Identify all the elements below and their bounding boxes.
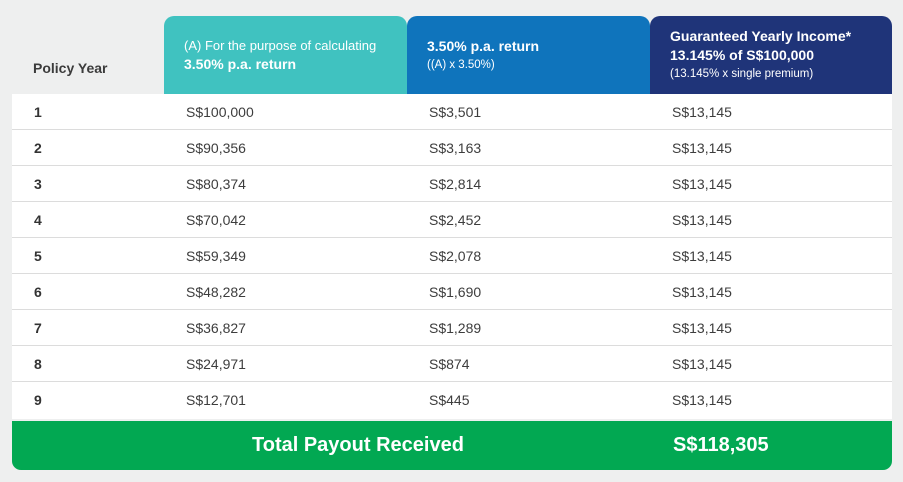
row-value-a: S$36,827 [186,319,246,336]
row-year: 7 [34,319,42,336]
header-col-c: Guaranteed Yearly Income* 13.145% of S$1… [650,16,892,94]
total-payout-bar: Total Payout Received S$118,305 [12,421,892,470]
row-value-b: S$1,690 [429,283,482,300]
row-value-b: S$1,289 [429,319,482,336]
row-value-a: S$100,000 [186,103,254,120]
header-col-a-line1: (A) For the purpose of calculating [184,38,377,53]
row-value-a: S$90,356 [186,139,246,156]
row-value-a: S$12,701 [186,392,246,408]
row-value-c: S$13,145 [672,211,732,228]
table-row: 7 S$36,827 S$1,289 S$13,145 [12,310,892,346]
row-year: 6 [34,283,42,300]
table-row: 2 S$90,356 S$3,163 S$13,145 [12,130,892,166]
row-value-c: S$13,145 [672,175,732,192]
row-value-c: S$13,145 [672,247,732,264]
header-col-a: (A) For the purpose of calculating 3.50%… [164,16,407,94]
row-value-b: S$874 [429,355,470,372]
total-payout-label: Total Payout Received [252,434,464,456]
total-payout-value: S$118,305 [673,434,769,456]
row-value-b: S$2,814 [429,175,482,192]
row-value-b: S$2,452 [429,211,482,228]
table-row: 1 S$100,000 S$3,501 S$13,145 [12,94,892,130]
header-col-b-line2: ((A) x 3.50%) [427,58,495,71]
row-value-b: S$445 [429,392,470,408]
row-year: 2 [34,139,42,156]
header-col-a-line2: 3.50% p.a. return [184,56,297,72]
row-year: 4 [34,211,42,228]
table-row: 5 S$59,349 S$2,078 S$13,145 [12,238,892,274]
row-year: 5 [34,247,42,264]
row-value-c: S$13,145 [672,139,732,156]
row-value-a: S$80,374 [186,175,246,192]
header-policy-year-label: Policy Year [33,60,108,76]
table-row: 4 S$70,042 S$2,452 S$13,145 [12,202,892,238]
row-value-c: S$13,145 [672,319,732,336]
row-value-c: S$13,145 [672,283,732,300]
row-value-a: S$59,349 [186,247,246,264]
table-body: 1 S$100,000 S$3,501 S$13,145 2 S$90,356 … [12,94,892,419]
row-value-a: S$48,282 [186,283,246,300]
row-year: 9 [34,392,42,408]
header-col-c-line2: 13.145% of S$100,000 [670,47,814,63]
row-value-b: S$3,501 [429,103,482,120]
row-value-c: S$13,145 [672,392,732,408]
row-year: 8 [34,355,42,372]
table-row: 9 S$12,701 S$445 S$13,145 [12,382,892,418]
header-policy-year: Policy Year [12,0,164,94]
row-year: 3 [34,175,42,192]
header-col-c-line1: Guaranteed Yearly Income* [670,28,852,44]
header-col-b: 3.50% p.a. return ((A) x 3.50%) [407,16,650,94]
table-row: 8 S$24,971 S$874 S$13,145 [12,346,892,382]
row-value-a: S$70,042 [186,211,246,228]
header-col-b-line1: 3.50% p.a. return [427,37,540,54]
row-value-b: S$3,163 [429,139,482,156]
table-row: 3 S$80,374 S$2,814 S$13,145 [12,166,892,202]
row-value-c: S$13,145 [672,355,732,372]
table-row: 6 S$48,282 S$1,690 S$13,145 [12,274,892,310]
row-value-b: S$2,078 [429,247,482,264]
header-col-c-line3: (13.145% x single premium) [670,68,814,80]
row-value-c: S$13,145 [672,103,732,120]
row-year: 1 [34,103,42,120]
row-value-a: S$24,971 [186,355,246,372]
